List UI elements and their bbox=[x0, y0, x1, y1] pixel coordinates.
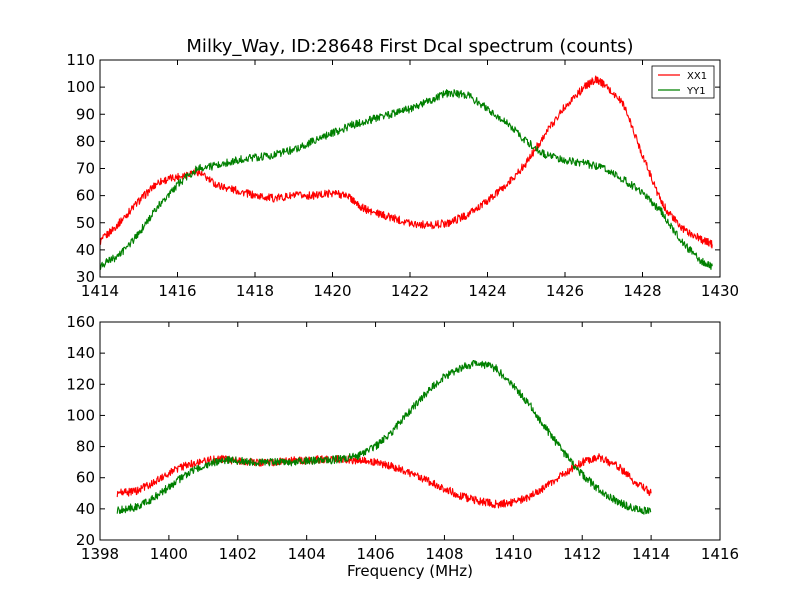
legend bbox=[651, 65, 715, 99]
y-tick-label: 90 bbox=[76, 105, 95, 123]
series-line-xx1 bbox=[99, 75, 713, 249]
x-tick-label: 1406 bbox=[356, 545, 394, 563]
y-tick-label: 50 bbox=[76, 214, 95, 232]
legend-label-yy1: YY1 bbox=[686, 86, 706, 97]
y-tick-label: 40 bbox=[76, 500, 95, 518]
x-tick-label: 1414 bbox=[81, 282, 119, 300]
y-tick-label: 160 bbox=[66, 313, 95, 331]
x-tick-label: 1416 bbox=[158, 282, 196, 300]
x-tick-label: 1430 bbox=[701, 282, 739, 300]
series-line-yy1 bbox=[99, 89, 713, 270]
x-tick-label: 1422 bbox=[391, 282, 429, 300]
x-tick-label: 1416 bbox=[701, 545, 739, 563]
y-tick-label: 60 bbox=[76, 187, 95, 205]
y-tick-label: 100 bbox=[66, 406, 95, 424]
x-tick-label: 1426 bbox=[546, 282, 584, 300]
x-tick-label: 1424 bbox=[468, 282, 506, 300]
top-plot: 1414 1416 1418 1420 1422 1424 1426 1428 1430 30 40… bbox=[66, 36, 739, 300]
x-tick-label: 1404 bbox=[288, 545, 326, 563]
x-tick-label: 1428 bbox=[623, 282, 661, 300]
x-tick-label: 1400 bbox=[150, 545, 188, 563]
x-tick-label: 1420 bbox=[313, 282, 351, 300]
x-tick-label: 1402 bbox=[219, 545, 257, 563]
y-tick-label: 110 bbox=[66, 51, 95, 69]
x-axis-label: Frequency (MHz) bbox=[347, 562, 473, 580]
x-tick-label: 1418 bbox=[236, 282, 274, 300]
y-tick-label: 20 bbox=[76, 531, 95, 549]
y-tick-label: 80 bbox=[76, 438, 95, 456]
y-tick-label: 80 bbox=[76, 132, 95, 150]
y-tick-label: 140 bbox=[66, 344, 95, 362]
x-tick-label: 1414 bbox=[632, 545, 670, 563]
y-tick-label: 30 bbox=[76, 268, 95, 286]
legend-label-xx1: XX1 bbox=[687, 71, 707, 82]
chart-title: Milky_Way, ID:28648 First Dcal spectrum … bbox=[186, 36, 633, 57]
x-tick-label: 1410 bbox=[494, 545, 532, 563]
y-tick-label: 100 bbox=[66, 78, 95, 96]
y-tick-label: 120 bbox=[66, 375, 95, 393]
series-line-green bbox=[116, 359, 652, 515]
y-tick-label: 40 bbox=[76, 241, 95, 259]
axes-frame bbox=[99, 321, 721, 541]
x-tick-label: 1408 bbox=[425, 545, 463, 563]
bottom-plot: 1398 1400 1402 1404 1406 1408 1410 1412 1414 1416… bbox=[66, 313, 739, 580]
x-tick-label: 1412 bbox=[563, 545, 601, 563]
y-tick-label: 70 bbox=[76, 160, 95, 178]
x-tick-label: 1398 bbox=[81, 545, 119, 563]
y-tick-label: 60 bbox=[76, 469, 95, 487]
